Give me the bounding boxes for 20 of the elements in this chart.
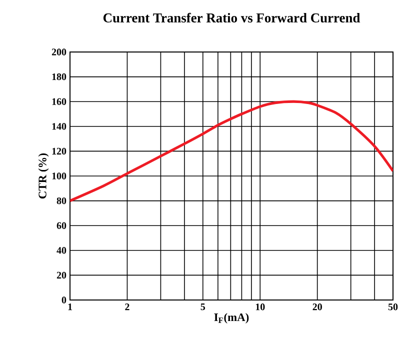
x-tick-label: 2 [125, 304, 130, 310]
y-tick-label: 100 [52, 172, 66, 180]
y-tick-label: 0 [62, 296, 66, 304]
x-axis-title: I$_{F}$(mA) [214, 313, 249, 324]
chart-title: Current Transfer Ratio vs Forward Currend [103, 12, 360, 23]
y-tick-label: 20 [56, 272, 66, 279]
y-tick-label: 40 [56, 247, 66, 254]
y-tick-label: 120 [52, 148, 66, 155]
x-tick-label: 1 [68, 304, 72, 310]
y-tick-label: 60 [56, 222, 66, 229]
y-tick-label: 80 [56, 197, 66, 204]
y-tick-label: 180 [52, 73, 66, 80]
y-tick-label: 140 [52, 123, 66, 130]
x-tick-label: 5 [200, 304, 206, 310]
x-tick-label: 20 [312, 304, 322, 310]
y-axis-title: CTR (%) [38, 153, 49, 199]
x-tick-label: 50 [388, 304, 398, 310]
y-tick-label: 200 [52, 48, 66, 56]
x-tick-label: 10 [256, 304, 265, 310]
y-tick-label: 160 [52, 98, 66, 105]
